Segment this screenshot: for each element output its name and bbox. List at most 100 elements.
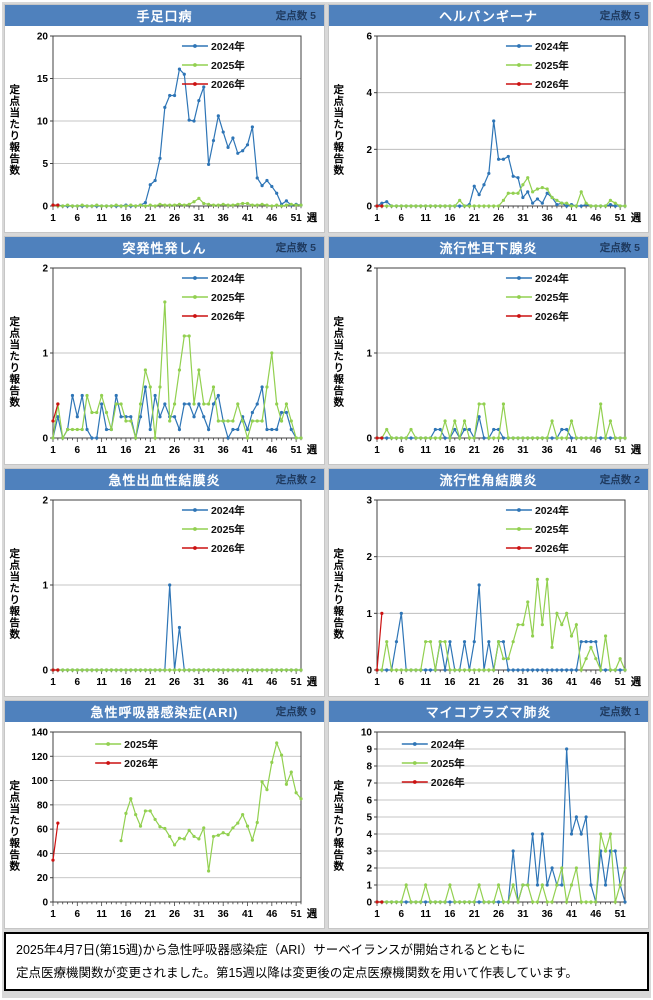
gridlines — [53, 267, 301, 353]
svg-text:0: 0 — [42, 665, 48, 676]
svg-text:2024年: 2024年 — [535, 271, 569, 284]
svg-text:16: 16 — [444, 445, 456, 456]
sentinel-count-badge: 定点数 5 — [275, 10, 316, 22]
series-2025年 — [375, 831, 627, 904]
svg-text:26: 26 — [493, 213, 505, 224]
chart-header: マイコプラズマ肺炎 定点数 1 — [329, 701, 648, 722]
chart-header: 流行性耳下腺炎 定点数 5 — [329, 237, 648, 258]
y-axis-label: 定点当たり報告数 — [8, 547, 21, 640]
svg-text:36: 36 — [542, 677, 554, 688]
series-2026年 — [51, 401, 60, 423]
plot-frame — [376, 499, 626, 670]
svg-text:21: 21 — [145, 213, 157, 224]
svg-text:46: 46 — [266, 909, 278, 920]
svg-text:6: 6 — [399, 213, 405, 224]
svg-text:2: 2 — [366, 263, 372, 274]
svg-text:2024年: 2024年 — [211, 39, 245, 52]
svg-text:2024年: 2024年 — [535, 39, 569, 52]
footnote-box: 2025年4月7日(第15週)から急性呼吸器感染症（ARI）サーベイランスが開始… — [4, 932, 649, 992]
svg-text:26: 26 — [169, 909, 181, 920]
chart-panel: 流行性耳下腺炎 定点数 5 定点当たり報告数 0 1 2 1 6 11 16 21 26 31 36… — [328, 236, 649, 465]
svg-text:6: 6 — [366, 795, 372, 806]
svg-text:16: 16 — [444, 909, 456, 920]
svg-text:36: 36 — [542, 213, 554, 224]
svg-text:16: 16 — [120, 909, 132, 920]
svg-text:2: 2 — [366, 863, 372, 874]
series-2024年 — [375, 118, 627, 208]
svg-text:6: 6 — [75, 909, 81, 920]
svg-text:26: 26 — [493, 445, 505, 456]
y-axis-ticks: 0 5 10 15 20 — [37, 31, 53, 212]
y-axis-label: 定点当たり報告数 — [332, 315, 345, 408]
svg-text:2024年: 2024年 — [431, 737, 465, 750]
svg-text:1: 1 — [50, 677, 56, 688]
svg-text:2026年: 2026年 — [535, 541, 569, 554]
legend: 2024年 2025年 2026年 — [181, 39, 245, 90]
y-axis-ticks: 0 2 4 6 — [366, 31, 377, 212]
svg-text:46: 46 — [590, 677, 602, 688]
chart-title: 急性出血性結膜炎 — [108, 473, 221, 488]
sentinel-count-badge: 定点数 2 — [275, 474, 316, 486]
svg-text:0: 0 — [366, 897, 372, 908]
chart-header: 急性呼吸器感染症(ARI) 定点数 9 — [5, 701, 324, 722]
svg-text:51: 51 — [291, 213, 303, 224]
svg-text:2026年: 2026年 — [535, 309, 569, 322]
svg-text:0: 0 — [42, 897, 48, 908]
x-axis-unit: 週 — [631, 444, 642, 456]
series-2025年 — [375, 577, 627, 672]
chart-header: 流行性角結膜炎 定点数 2 — [329, 469, 648, 490]
chart-panel: 急性出血性結膜炎 定点数 2 定点当たり報告数 0 1 2 1 6 11 16 21 26 31 3… — [4, 468, 325, 697]
svg-text:11: 11 — [420, 445, 431, 456]
series-2024年 — [51, 67, 303, 208]
svg-text:1: 1 — [366, 608, 372, 619]
svg-text:51: 51 — [291, 909, 303, 920]
svg-text:1: 1 — [374, 909, 380, 920]
svg-text:26: 26 — [169, 445, 181, 456]
gridlines — [377, 499, 625, 614]
svg-text:2: 2 — [42, 495, 48, 506]
svg-text:6: 6 — [75, 213, 81, 224]
svg-text:31: 31 — [193, 213, 205, 224]
chart-grid: 手足口病 定点数 5 定点当たり報告数 0 5 10 15 20 1 6 11 16 21 26 31… — [4, 4, 649, 929]
svg-text:31: 31 — [193, 445, 205, 456]
svg-text:2026年: 2026年 — [535, 77, 569, 90]
sentinel-count-badge: 定点数 1 — [599, 706, 640, 718]
svg-text:2026年: 2026年 — [431, 775, 465, 788]
legend: 2024年 2025年 2026年 — [505, 39, 569, 90]
series-2026年 — [375, 611, 384, 672]
x-axis-ticks: 1 6 11 16 21 26 31 36 41 46 51 — [50, 669, 302, 688]
chart-title: 流行性耳下腺炎 — [439, 241, 538, 256]
chart-body: 定点当たり報告数 0 1 2 1 6 11 16 21 26 31 36 41 46 51 週 2024年 20… — [5, 490, 324, 696]
series-2026年 — [375, 435, 384, 440]
chart-body: 定点当たり報告数 0 1 2 1 6 11 16 21 26 31 36 41 46 51 週 2024年 20… — [5, 258, 324, 464]
svg-text:2025年: 2025年 — [124, 737, 158, 750]
y-axis-ticks: 0 1 2 — [42, 495, 53, 676]
svg-text:16: 16 — [120, 677, 132, 688]
svg-text:26: 26 — [493, 677, 505, 688]
plot-frame — [52, 731, 302, 902]
svg-text:41: 41 — [566, 213, 578, 224]
svg-text:4: 4 — [366, 829, 372, 840]
svg-text:16: 16 — [120, 213, 132, 224]
svg-text:2026年: 2026年 — [124, 756, 158, 769]
svg-text:11: 11 — [96, 213, 107, 224]
svg-text:80: 80 — [37, 800, 49, 811]
y-axis-ticks: 0 1 2 — [366, 263, 377, 444]
svg-text:6: 6 — [366, 31, 372, 42]
sentinel-count-badge: 定点数 5 — [599, 242, 640, 254]
chart-title: 流行性角結膜炎 — [439, 473, 538, 488]
svg-text:2025年: 2025年 — [431, 756, 465, 769]
svg-text:51: 51 — [615, 213, 627, 224]
x-axis-ticks: 1 6 11 16 21 26 31 36 41 46 51 — [374, 437, 626, 456]
chart-panel: 急性呼吸器感染症(ARI) 定点数 9 定点当たり報告数 0 20 40 60 80 10… — [4, 700, 325, 929]
svg-text:1: 1 — [50, 909, 56, 920]
chart-header: ヘルパンギーナ 定点数 5 — [329, 5, 648, 26]
svg-text:60: 60 — [37, 824, 49, 835]
x-axis-unit: 週 — [307, 908, 318, 920]
svg-text:1: 1 — [42, 580, 48, 591]
gridlines — [53, 731, 301, 878]
svg-text:2025年: 2025年 — [211, 522, 245, 535]
svg-text:10: 10 — [361, 727, 373, 738]
svg-text:46: 46 — [266, 213, 278, 224]
